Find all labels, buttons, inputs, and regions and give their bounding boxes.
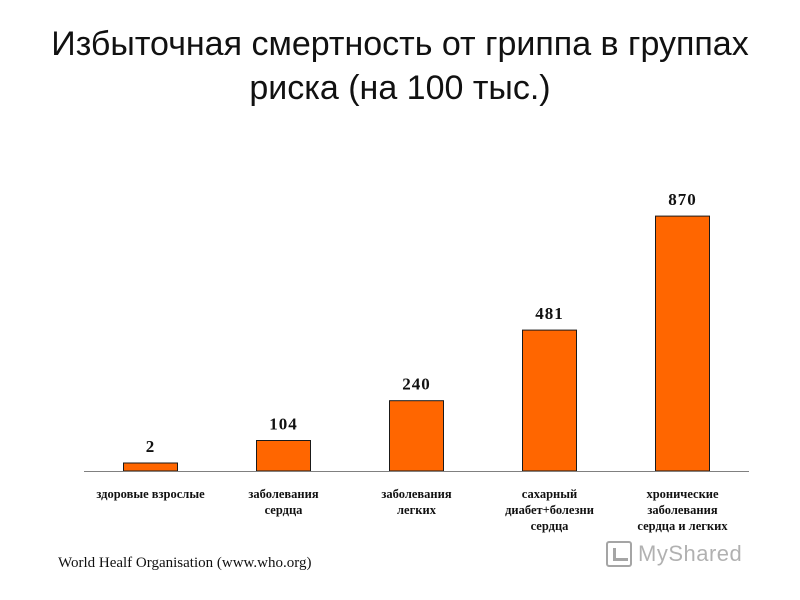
bar-5	[655, 215, 710, 472]
bar-4	[522, 329, 577, 472]
data-label-5: 870	[668, 190, 697, 209]
chart-title-line-1: Избыточная смертность от гриппа в группа…	[51, 25, 749, 63]
category-label-5-line-3: сердца и легких	[637, 519, 728, 533]
bar-1	[123, 462, 178, 472]
category-label-5-line-2: заболевания	[647, 503, 717, 517]
data-label-4: 481	[535, 304, 564, 323]
watermark-logo: MyShared	[606, 536, 766, 572]
bar-2	[256, 440, 311, 472]
source-note: World Healf Organisation (www.who.org)	[58, 555, 312, 571]
category-label-2-line-1: заболевания	[248, 487, 318, 501]
chart-title-line-2: риска (на 100 тыс.)	[249, 69, 551, 107]
category-label-2-line-2: сердца	[265, 503, 304, 517]
data-label-1: 2	[146, 437, 156, 456]
category-label-5-line-1: хронические	[646, 487, 719, 501]
chart-title: Избыточная смертность от гриппа в группа…	[0, 22, 800, 110]
category-label-3-line-2: легких	[397, 503, 437, 517]
watermark-text: MyShared	[638, 541, 743, 566]
category-label-4-line-2: диабет+болезни	[505, 503, 594, 517]
data-label-2: 104	[269, 415, 298, 434]
category-label-4-line-3: сердца	[531, 519, 570, 533]
data-label-3: 240	[402, 375, 431, 394]
presentation-icon	[606, 541, 632, 567]
category-label-4-line-1: сахарный	[522, 487, 577, 501]
category-label-1-line-1: здоровые взрослые	[96, 487, 205, 501]
category-label-3-line-1: заболевания	[381, 487, 451, 501]
bar-3	[389, 400, 444, 472]
